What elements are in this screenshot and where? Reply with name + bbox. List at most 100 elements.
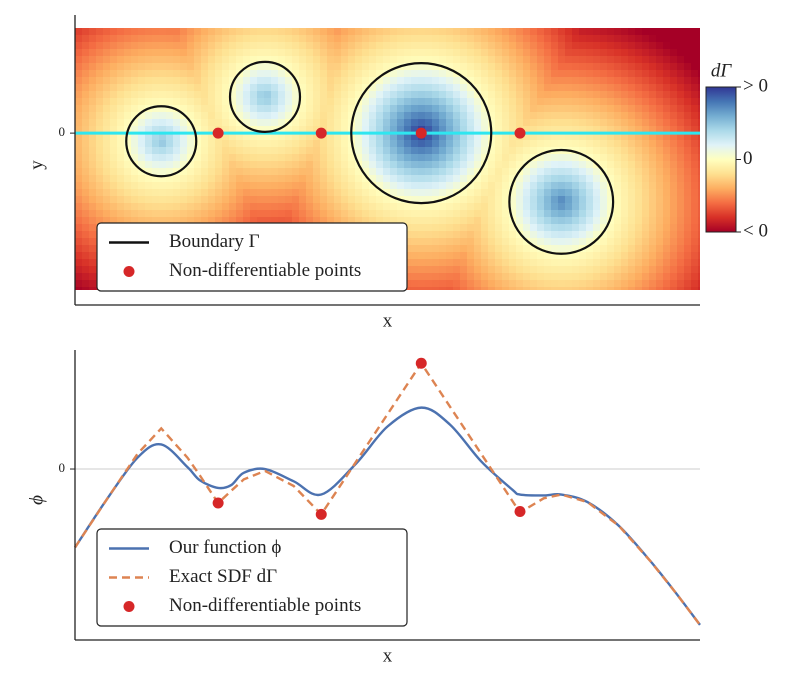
heat-cell [397, 140, 405, 148]
heat-cell [607, 273, 615, 281]
heat-cell [264, 210, 272, 218]
heat-cell [495, 84, 503, 92]
heat-cell [131, 217, 139, 225]
heat-cell [495, 126, 503, 134]
heat-cell [75, 189, 83, 197]
heat-cell [369, 105, 377, 113]
heat-cell [180, 196, 188, 204]
heat-cell [397, 203, 405, 211]
heat-cell [110, 91, 118, 99]
heat-cell [271, 210, 279, 218]
heat-cell [453, 287, 461, 290]
heat-cell [152, 189, 160, 197]
heat-cell [390, 175, 398, 183]
heat-cell [103, 154, 111, 162]
heat-cell [243, 147, 251, 155]
heat-cell [376, 42, 384, 50]
heat-cell [684, 210, 692, 218]
heat-cell [439, 133, 447, 141]
heat-cell [446, 196, 454, 204]
heat-cell [348, 70, 356, 78]
heat-cell [551, 259, 559, 267]
heat-cell [75, 287, 83, 290]
non-differentiable-point [212, 127, 224, 139]
heat-cell [642, 168, 650, 176]
heat-cell [222, 154, 230, 162]
heat-cell [614, 35, 622, 43]
heat-cell [411, 56, 419, 64]
heat-cell [425, 182, 433, 190]
heat-cell [495, 168, 503, 176]
heat-cell [96, 140, 104, 148]
heat-cell [418, 42, 426, 50]
heat-cell [187, 91, 195, 99]
heat-cell [558, 42, 566, 50]
heat-cell [334, 217, 342, 225]
heat-cell [173, 28, 181, 36]
heat-cell [208, 42, 216, 50]
heat-cell [663, 175, 671, 183]
heat-cell [656, 63, 664, 71]
heat-cell [558, 259, 566, 267]
heat-cell [159, 56, 167, 64]
heat-cell [75, 154, 83, 162]
heat-cell [124, 175, 132, 183]
heat-cell [565, 259, 573, 267]
heat-cell [572, 168, 580, 176]
heat-cell [432, 105, 440, 113]
heat-cell [285, 161, 293, 169]
heat-cell [586, 49, 594, 57]
heat-cell [586, 28, 594, 36]
heat-cell [159, 175, 167, 183]
heat-cell [124, 140, 132, 148]
heat-cell [481, 245, 489, 253]
heat-cell [649, 140, 657, 148]
heat-cell [474, 126, 482, 134]
heat-cell [278, 77, 286, 85]
heat-cell [215, 49, 223, 57]
y-tick-label: 0 [59, 460, 66, 475]
heat-cell [516, 70, 524, 78]
heat-cell [89, 105, 97, 113]
heat-cell [236, 175, 244, 183]
heat-cell [145, 35, 153, 43]
heat-cell [250, 63, 258, 71]
heat-cell [187, 112, 195, 120]
heat-cell [593, 147, 601, 155]
heat-cell [565, 49, 573, 57]
heat-cell [194, 112, 202, 120]
heat-cell [299, 175, 307, 183]
heat-cell [383, 105, 391, 113]
heat-cell [278, 168, 286, 176]
heat-cell [502, 126, 510, 134]
heat-cell [544, 84, 552, 92]
heat-cell [684, 168, 692, 176]
heat-cell [397, 35, 405, 43]
heat-cell [474, 147, 482, 155]
heat-cell [292, 168, 300, 176]
heat-cell [502, 266, 510, 274]
heat-cell [292, 189, 300, 197]
heat-cell [82, 49, 90, 57]
heat-cell [369, 77, 377, 85]
heat-cell [502, 161, 510, 169]
heat-cell [446, 133, 454, 141]
heat-cell [572, 280, 580, 288]
heat-cell [348, 189, 356, 197]
heat-cell [418, 231, 426, 239]
heat-cell [656, 175, 664, 183]
heat-cell [628, 77, 636, 85]
heat-cell [649, 77, 657, 85]
heat-cell [628, 147, 636, 155]
heat-cell [670, 224, 678, 232]
heat-cell [362, 203, 370, 211]
heat-cell [502, 63, 510, 71]
heat-cell [600, 56, 608, 64]
heat-cell [404, 56, 412, 64]
heat-cell [495, 56, 503, 64]
heat-cell [145, 210, 153, 218]
heat-cell [327, 35, 335, 43]
heat-cell [215, 203, 223, 211]
heat-cell [474, 49, 482, 57]
heat-cell [446, 140, 454, 148]
